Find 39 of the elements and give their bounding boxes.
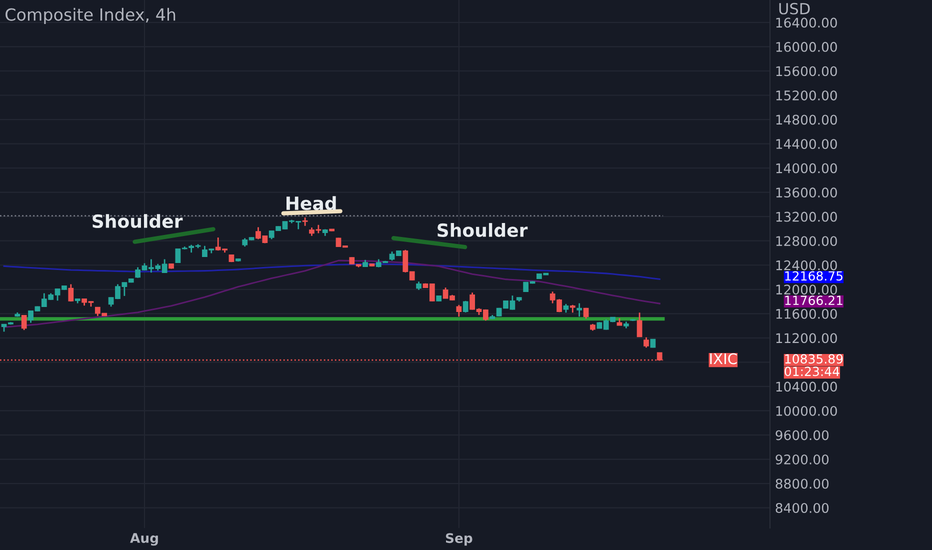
- text: 12168.75: [785, 271, 842, 281]
- y-tick-label: 13200.00: [776, 212, 837, 222]
- y-tick-label: 8800.00: [776, 478, 829, 489]
- candlestick: [636, 312, 642, 338]
- y-tick-label: 12400.00: [776, 260, 837, 270]
- y-tick-label: 9600.00: [776, 430, 829, 440]
- candlestick: [68, 284, 74, 302]
- y-tick-label: 13600.00: [776, 188, 837, 198]
- y-tick-label: 12800.00: [776, 236, 837, 246]
- y-tick-label: 10400.00: [776, 382, 837, 392]
- x-tick-label: Aug: [130, 533, 158, 546]
- y-tick-label: 14000.00: [776, 163, 837, 174]
- candlestick: [21, 314, 27, 331]
- annotation: Shoulder: [438, 223, 528, 238]
- annotation: Shoulder: [92, 214, 183, 228]
- y-tick-label: 16000.00: [776, 42, 837, 52]
- y-tick-label: 10000.00: [776, 406, 837, 416]
- y-tick-label: 15200.00: [776, 90, 837, 100]
- y-tick-label: 8400.00: [776, 503, 829, 513]
- candlestick: [456, 304, 462, 318]
- text: 10835.89: [785, 354, 843, 364]
- y-tick-label: 14800.00: [776, 114, 837, 125]
- y-tick-label: 16400.00: [776, 18, 837, 28]
- chart-title: Composite Index, 4h: [6, 8, 176, 24]
- candlestick: [576, 302, 582, 318]
- line-series: [3, 263, 660, 280]
- candlestick: [644, 336, 649, 348]
- y-tick-label: 11600.00: [776, 308, 837, 319]
- y-tick-label: 15600.00: [776, 66, 837, 76]
- y-tick-label: 12000.00: [776, 284, 837, 295]
- x-tick-label: Sep: [446, 533, 472, 546]
- text: 01:23:44: [784, 366, 840, 376]
- text: 11766.21: [785, 296, 842, 306]
- y-axis-title: USD: [779, 2, 810, 14]
- y-tick-label: 14400.00: [776, 139, 837, 149]
- y-tick-label: 11200.00: [776, 333, 837, 344]
- annotation: Head: [286, 196, 336, 210]
- text: IXIC: [710, 353, 737, 364]
- y-tick-label: 9200.00: [776, 454, 829, 464]
